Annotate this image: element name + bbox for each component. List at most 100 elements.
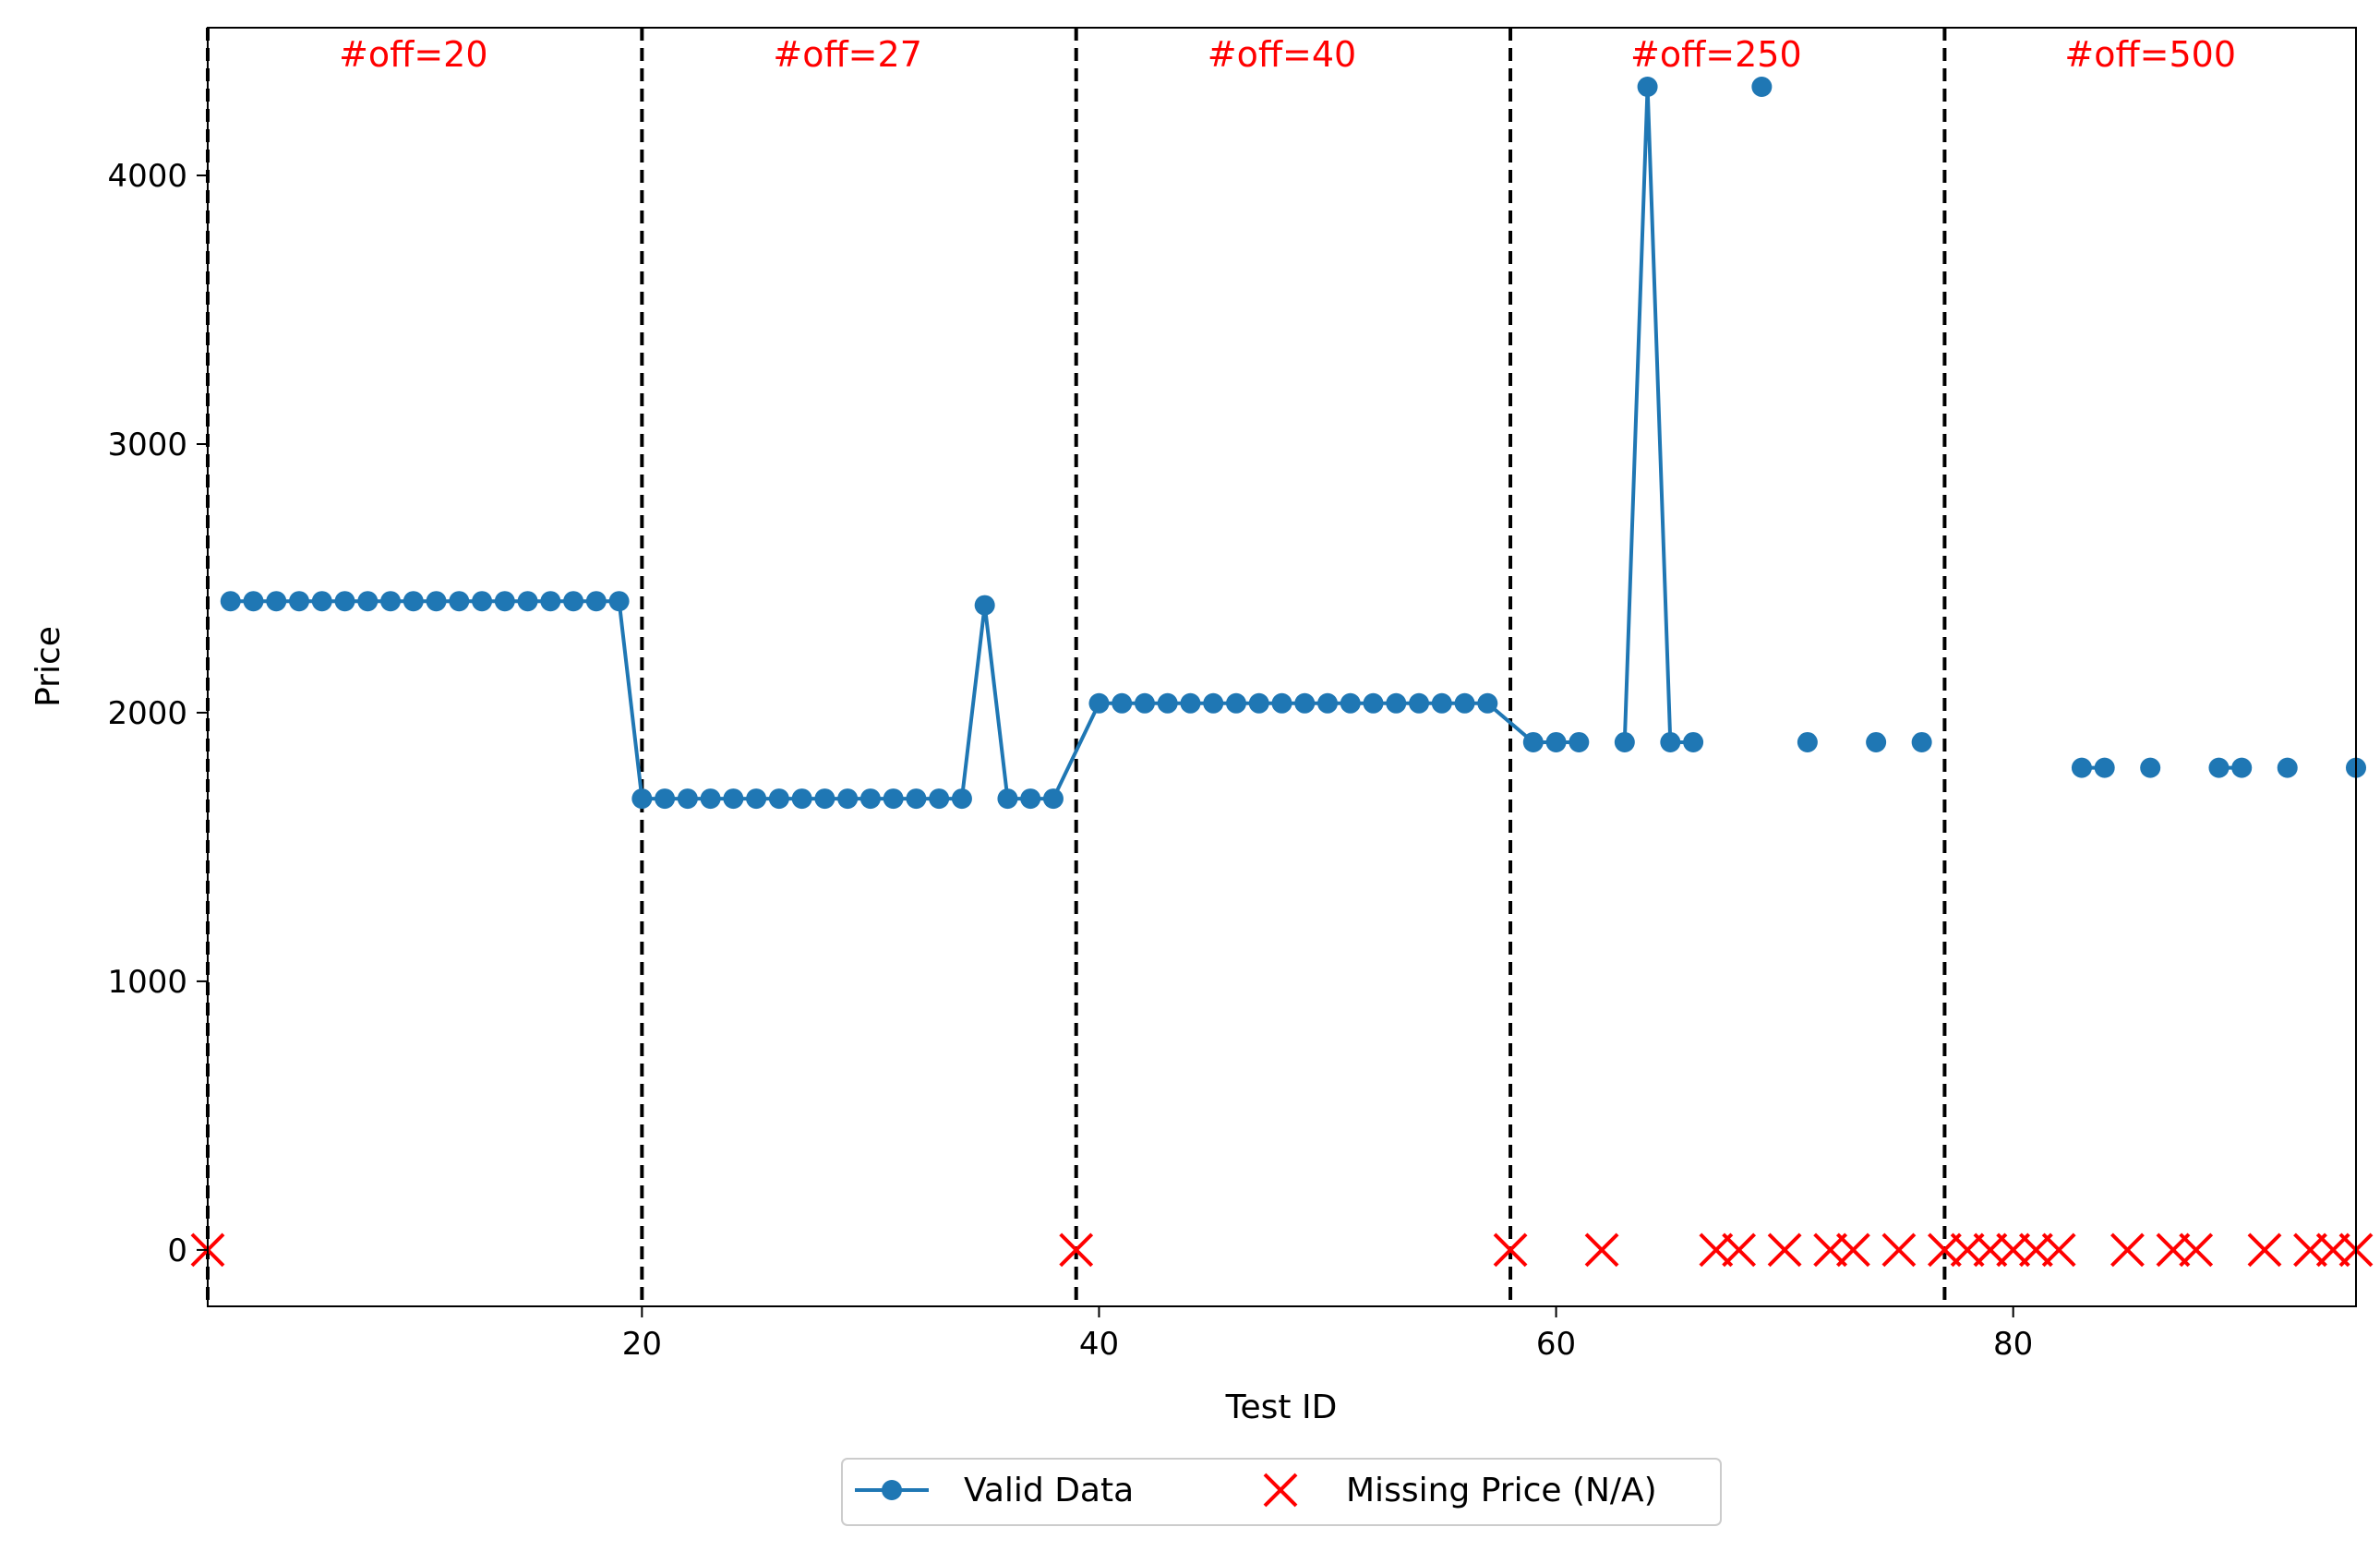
x-axis-label: Test ID: [1225, 1389, 1338, 1426]
valid-data-point: [357, 591, 379, 612]
valid-data-point: [837, 788, 859, 810]
region-label-4: #off=500: [2064, 34, 2236, 75]
y-tick-label: 2000: [107, 695, 187, 732]
plot-frame: [207, 27, 2357, 1307]
valid-data-point: [974, 595, 995, 616]
y-axis-label: Price: [30, 626, 67, 707]
valid-data-point: [2140, 757, 2161, 778]
legend: Valid Data Missing Price (N/A): [841, 1458, 1722, 1526]
valid-data-point: [1363, 692, 1384, 714]
valid-data-point: [1180, 692, 1201, 714]
valid-data-point: [1248, 692, 1269, 714]
valid-data-point: [768, 788, 789, 810]
valid-data-point: [1409, 692, 1430, 714]
valid-data-point: [1431, 692, 1452, 714]
x-tick-label: 40: [1079, 1326, 1119, 1363]
valid-data-point: [1088, 692, 1110, 714]
valid-data-point: [1042, 788, 1064, 810]
valid-data-point: [1020, 788, 1041, 810]
valid-data-point: [403, 591, 424, 612]
valid-data-point: [472, 591, 493, 612]
valid-data-point: [517, 591, 538, 612]
valid-data-point: [1660, 731, 1681, 752]
missing-price-marker: [1881, 1232, 1917, 1268]
valid-data-point: [929, 788, 950, 810]
missing-price-marker: [1493, 1232, 1528, 1268]
valid-data-point: [1134, 692, 1155, 714]
valid-data-point: [1271, 692, 1292, 714]
valid-data-point: [1225, 692, 1246, 714]
valid-data-point: [494, 591, 515, 612]
valid-data-point: [1545, 731, 1567, 752]
x-tick-label: 80: [1993, 1326, 2033, 1363]
valid-data-point: [1386, 692, 1407, 714]
valid-data-point: [1477, 692, 1498, 714]
valid-data-point: [859, 788, 881, 810]
y-tick-label: 0: [167, 1232, 187, 1269]
region-label-1: #off=27: [773, 34, 921, 75]
valid-data-point: [2071, 757, 2092, 778]
valid-data-point: [677, 788, 698, 810]
valid-data-point: [655, 788, 676, 810]
missing-price-marker: [2110, 1232, 2145, 1268]
region-label-3: #off=250: [1630, 34, 1802, 75]
valid-line-segment-0: [230, 599, 1580, 801]
valid-data-point: [1569, 731, 1590, 752]
valid-data-point: [608, 591, 630, 612]
valid-data-point: [2094, 757, 2115, 778]
valid-data-point: [997, 788, 1018, 810]
valid-data-point: [1911, 731, 1932, 752]
valid-data-point: [631, 788, 653, 810]
valid-data-point: [1614, 731, 1635, 752]
valid-data-point: [791, 788, 812, 810]
legend-missing-marker: [1263, 1473, 1298, 1508]
valid-data-point: [1522, 731, 1544, 752]
valid-data-point: [1157, 692, 1178, 714]
valid-data-point: [380, 591, 402, 612]
missing-price-marker: [1722, 1232, 1757, 1268]
valid-data-point: [700, 788, 721, 810]
legend-valid-marker: [882, 1480, 902, 1500]
valid-data-point: [1454, 692, 1475, 714]
valid-data-point: [1294, 692, 1316, 714]
valid-data-point: [449, 591, 470, 612]
missing-price-marker: [1767, 1232, 1802, 1268]
valid-data-point: [951, 788, 972, 810]
valid-data-point: [585, 591, 607, 612]
valid-data-point: [1340, 692, 1361, 714]
valid-data-point: [723, 788, 744, 810]
region-label-0: #off=20: [339, 34, 487, 75]
valid-data-point: [746, 788, 767, 810]
valid-data-point: [906, 788, 927, 810]
legend-valid-label: Valid Data: [964, 1472, 1134, 1509]
y-tick-label: 4000: [107, 158, 187, 195]
valid-data-point: [426, 591, 447, 612]
valid-data-point: [220, 591, 241, 612]
missing-price-marker: [1835, 1232, 1870, 1268]
y-tick-label: 1000: [107, 964, 187, 1001]
valid-data-point: [814, 788, 835, 810]
valid-data-point: [289, 591, 310, 612]
x-tick-label: 60: [1536, 1326, 1576, 1363]
region-label-2: #off=40: [1208, 34, 1356, 75]
x-tick-label: 20: [622, 1326, 662, 1363]
valid-data-point: [1317, 692, 1339, 714]
valid-data-point: [1797, 731, 1818, 752]
missing-price-marker: [2179, 1232, 2214, 1268]
valid-data-point: [2208, 757, 2230, 778]
missing-price-marker: [2247, 1232, 2282, 1268]
valid-data-point: [883, 788, 904, 810]
y-tick-label: 3000: [107, 427, 187, 463]
valid-data-point: [2277, 757, 2298, 778]
valid-data-point: [1683, 731, 1704, 752]
valid-data-point: [2231, 757, 2253, 778]
valid-data-point: [266, 591, 287, 612]
valid-data-point: [1751, 77, 1773, 98]
plot-area: [208, 28, 2356, 1306]
valid-data-point: [1866, 731, 1887, 752]
valid-line-segment-1: [1622, 85, 1694, 744]
valid-data-point: [311, 591, 332, 612]
valid-data-point: [243, 591, 264, 612]
valid-data-point: [1637, 77, 1658, 98]
